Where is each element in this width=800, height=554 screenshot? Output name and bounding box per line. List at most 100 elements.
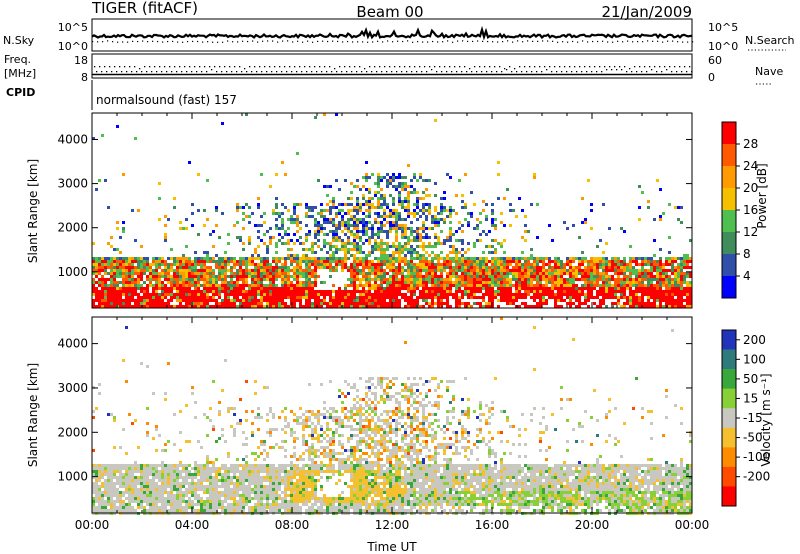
power-cell xyxy=(665,260,668,263)
power-cell xyxy=(146,296,149,299)
power-cell xyxy=(638,290,641,293)
power-cell xyxy=(470,281,473,284)
power-cell xyxy=(557,263,560,266)
velocity-cell xyxy=(176,467,179,470)
power-cell xyxy=(236,221,239,224)
power-cell xyxy=(452,233,455,236)
power-cell xyxy=(347,203,350,206)
power-cell xyxy=(365,233,368,236)
velocity-cell xyxy=(191,503,194,506)
power-cell xyxy=(500,242,503,245)
power-cell xyxy=(179,260,182,263)
power-cell xyxy=(248,293,251,296)
power-cell xyxy=(350,266,353,269)
nsearch-dot xyxy=(462,40,464,42)
power-cell xyxy=(395,230,398,233)
power-cell xyxy=(485,218,488,221)
velocity-cell xyxy=(107,509,110,512)
power-cell xyxy=(314,302,317,305)
power-cell xyxy=(431,260,434,263)
power-cell xyxy=(320,215,323,218)
power-cell xyxy=(371,227,374,230)
velocity-cell xyxy=(110,485,113,488)
power-cell xyxy=(389,230,392,233)
velocity-cell xyxy=(185,479,188,482)
power-cell xyxy=(530,254,533,257)
power-cell xyxy=(134,281,137,284)
power-cell xyxy=(371,197,374,200)
power-cell xyxy=(395,296,398,299)
power-cell xyxy=(341,221,344,224)
power-cell xyxy=(455,281,458,284)
power-cell xyxy=(656,275,659,278)
power-cell xyxy=(611,287,614,290)
power-cell xyxy=(383,272,386,275)
power-cell xyxy=(548,281,551,284)
velocity-cell xyxy=(113,464,116,467)
power-cell xyxy=(635,284,638,287)
power-cell xyxy=(161,305,164,308)
power-cell xyxy=(341,269,344,272)
power-cell xyxy=(329,221,332,224)
power-cell xyxy=(323,263,326,266)
power-cell xyxy=(290,293,293,296)
nave-dot xyxy=(361,71,363,73)
power-cell xyxy=(386,182,389,185)
power-cell xyxy=(212,290,215,293)
power-cell xyxy=(92,305,95,308)
nsearch-dot xyxy=(372,41,374,43)
power-cell xyxy=(329,275,332,278)
power-cell xyxy=(395,233,398,236)
power-cell xyxy=(341,230,344,233)
power-cell xyxy=(146,260,149,263)
power-cell xyxy=(215,299,218,302)
power-cell xyxy=(542,299,545,302)
power-cell xyxy=(584,287,587,290)
power-cell xyxy=(92,278,95,281)
velocity-cell xyxy=(155,485,158,488)
freq-dot xyxy=(519,66,521,68)
power-cell xyxy=(308,233,311,236)
power-cell xyxy=(401,260,404,263)
power-cell xyxy=(527,305,530,308)
power-cell xyxy=(224,299,227,302)
nave-dot xyxy=(561,71,563,73)
power-cell xyxy=(299,275,302,278)
velocity-cell xyxy=(164,470,167,473)
nave-dot xyxy=(341,71,343,73)
power-cell xyxy=(410,260,413,263)
power-cell xyxy=(680,263,683,266)
power-cell xyxy=(548,293,551,296)
power-cell xyxy=(392,209,395,212)
velocity-cell xyxy=(143,473,146,476)
nsearch-dot xyxy=(122,41,124,43)
power-cell xyxy=(173,263,176,266)
power-cell xyxy=(641,266,644,269)
power-cell xyxy=(209,269,212,272)
power-cell xyxy=(140,272,143,275)
power-cell xyxy=(518,263,521,266)
power-cell xyxy=(671,278,674,281)
power-cell xyxy=(170,284,173,287)
velocity-cell xyxy=(164,491,167,494)
power-cell xyxy=(524,260,527,263)
power-cell xyxy=(125,263,128,266)
power-cell xyxy=(503,287,506,290)
power-cell xyxy=(554,293,557,296)
power-cell xyxy=(479,239,482,242)
power-cell xyxy=(404,281,407,284)
power-cell xyxy=(434,194,437,197)
power-cell xyxy=(389,194,392,197)
power-cell xyxy=(182,263,185,266)
freq-dot xyxy=(419,66,421,68)
freq-dot xyxy=(104,66,106,68)
power-cell xyxy=(260,173,263,176)
power-cell xyxy=(245,278,248,281)
power-cell xyxy=(608,284,611,287)
power-cell xyxy=(449,221,452,224)
power-cell xyxy=(536,203,539,206)
power-cell xyxy=(224,269,227,272)
freq-label: Freq. xyxy=(4,53,31,66)
power-cell xyxy=(383,287,386,290)
power-cell xyxy=(653,275,656,278)
